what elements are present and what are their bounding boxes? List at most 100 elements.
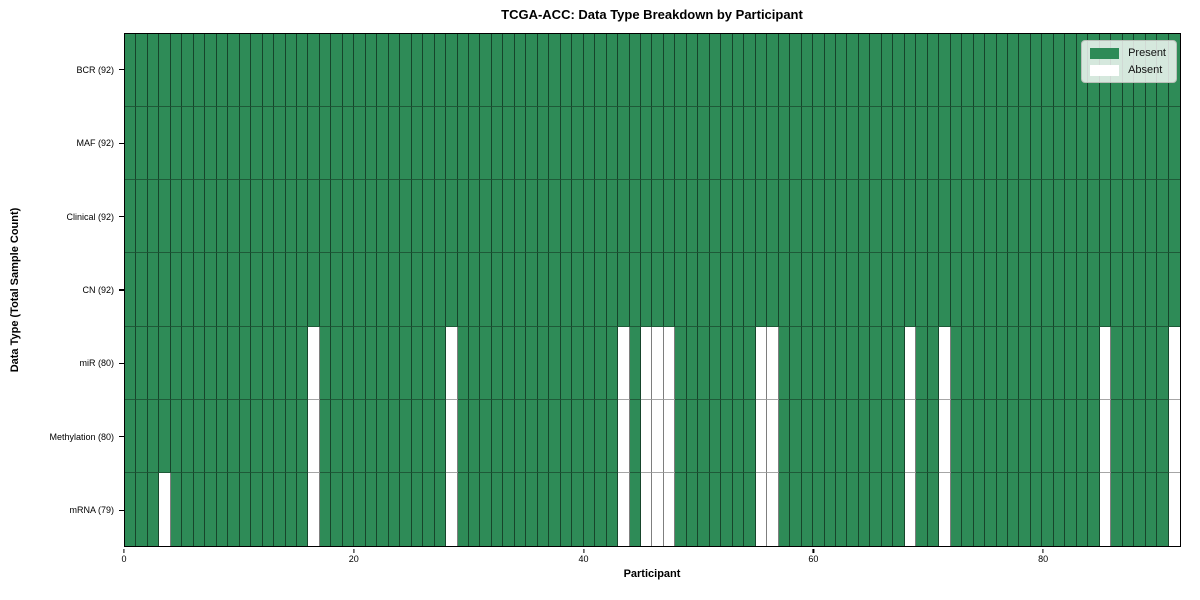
heatmap-cell bbox=[904, 180, 917, 254]
heatmap-cell bbox=[744, 472, 756, 546]
heatmap-cell bbox=[916, 107, 928, 181]
heatmap-cell bbox=[847, 107, 859, 181]
heatmap-cell bbox=[1053, 472, 1066, 546]
heatmap-cell bbox=[1088, 107, 1100, 181]
heatmap-cell bbox=[755, 253, 768, 327]
heatmap-cell bbox=[526, 472, 538, 546]
heatmap-cell bbox=[377, 34, 389, 108]
heatmap-cell bbox=[904, 326, 917, 400]
heatmap-cell bbox=[835, 472, 848, 546]
heatmap-cell bbox=[641, 180, 653, 254]
heatmap-cell bbox=[365, 253, 378, 327]
heatmap-cell bbox=[354, 326, 366, 400]
heatmap-cell bbox=[893, 34, 905, 108]
heatmap-cell bbox=[285, 326, 297, 400]
heatmap-cell bbox=[709, 107, 722, 181]
heatmap-cell bbox=[274, 399, 286, 473]
heatmap-cell bbox=[1042, 34, 1054, 108]
heatmap-cell bbox=[835, 180, 848, 254]
heatmap-cell bbox=[388, 326, 401, 400]
heatmap-cell bbox=[927, 34, 940, 108]
heatmap-cell bbox=[847, 399, 859, 473]
heatmap-cell bbox=[159, 399, 171, 473]
heatmap-cell bbox=[572, 34, 584, 108]
heatmap-cell bbox=[285, 472, 297, 546]
heatmap-cell bbox=[514, 399, 527, 473]
heatmap-cell bbox=[606, 34, 619, 108]
heatmap-cell bbox=[377, 326, 389, 400]
heatmap-cell bbox=[744, 34, 756, 108]
heatmap-cell bbox=[1053, 253, 1066, 327]
heatmap-cell bbox=[446, 326, 458, 400]
heatmap-cell bbox=[308, 180, 320, 254]
heatmap-cell bbox=[480, 107, 492, 181]
heatmap-cell bbox=[881, 399, 894, 473]
heatmap-cell bbox=[205, 253, 217, 327]
heatmap-cell bbox=[641, 326, 653, 400]
heatmap-cell bbox=[881, 34, 894, 108]
heatmap-cell bbox=[285, 34, 297, 108]
heatmap-cell bbox=[274, 107, 286, 181]
heatmap-cell bbox=[583, 107, 596, 181]
heatmap-cell bbox=[1007, 107, 1020, 181]
heatmap-cell bbox=[663, 253, 676, 327]
heatmap-cell bbox=[939, 326, 951, 400]
heatmap-cell bbox=[1042, 399, 1054, 473]
heatmap-cell bbox=[1145, 326, 1158, 400]
heatmap-cell bbox=[1145, 107, 1158, 181]
heatmap-cell bbox=[411, 399, 424, 473]
heatmap-cell bbox=[583, 399, 596, 473]
heatmap-cell bbox=[503, 107, 515, 181]
heatmap-cell bbox=[893, 399, 905, 473]
heatmap-cell bbox=[446, 399, 458, 473]
heatmap-cell bbox=[767, 326, 779, 400]
y-tick-mark bbox=[119, 69, 124, 71]
heatmap-cell bbox=[847, 472, 859, 546]
legend-swatch-present-icon bbox=[1090, 47, 1120, 59]
heatmap-cell bbox=[503, 472, 515, 546]
y-tick-mark bbox=[119, 436, 124, 438]
heatmap-cell bbox=[400, 399, 412, 473]
heatmap-cell bbox=[641, 253, 653, 327]
heatmap-cell bbox=[721, 399, 733, 473]
heatmap-cell bbox=[319, 107, 332, 181]
heatmap-cell bbox=[1134, 107, 1146, 181]
heatmap-cell bbox=[1157, 472, 1169, 546]
heatmap-cell bbox=[618, 107, 630, 181]
heatmap-cell bbox=[870, 253, 882, 327]
heatmap-cell bbox=[423, 34, 435, 108]
heatmap-cell bbox=[778, 107, 791, 181]
heatmap-cell bbox=[732, 180, 745, 254]
heatmap-cell bbox=[858, 399, 871, 473]
heatmap-cell bbox=[308, 472, 320, 546]
heatmap-cell bbox=[216, 253, 229, 327]
heatmap-cell bbox=[790, 107, 802, 181]
heatmap-cell bbox=[216, 326, 229, 400]
x-tick-mark bbox=[1042, 548, 1044, 553]
heatmap-cell bbox=[469, 180, 481, 254]
heatmap-cell bbox=[916, 180, 928, 254]
heatmap-cell bbox=[251, 107, 263, 181]
heatmap-cell bbox=[606, 399, 619, 473]
heatmap-cell bbox=[1099, 472, 1112, 546]
y-tick-label: mRNA (79) bbox=[69, 505, 114, 516]
heatmap-cell bbox=[996, 34, 1008, 108]
heatmap-cell bbox=[136, 326, 148, 400]
x-tick-label: 20 bbox=[348, 554, 359, 564]
heatmap-cell bbox=[652, 326, 664, 400]
heatmap-cell bbox=[251, 34, 263, 108]
heatmap-cell bbox=[136, 34, 148, 108]
heatmap-cell bbox=[262, 180, 275, 254]
heatmap-cell bbox=[560, 34, 573, 108]
heatmap-cell bbox=[1111, 472, 1123, 546]
heatmap-cell bbox=[354, 472, 366, 546]
heatmap-cell bbox=[549, 107, 561, 181]
heatmap-cell bbox=[331, 472, 343, 546]
heatmap-cell bbox=[423, 326, 435, 400]
heatmap-cell bbox=[285, 107, 297, 181]
heatmap-cell bbox=[239, 326, 252, 400]
heatmap-cell bbox=[1157, 107, 1169, 181]
heatmap-cell bbox=[744, 107, 756, 181]
heatmap-cell bbox=[732, 34, 745, 108]
